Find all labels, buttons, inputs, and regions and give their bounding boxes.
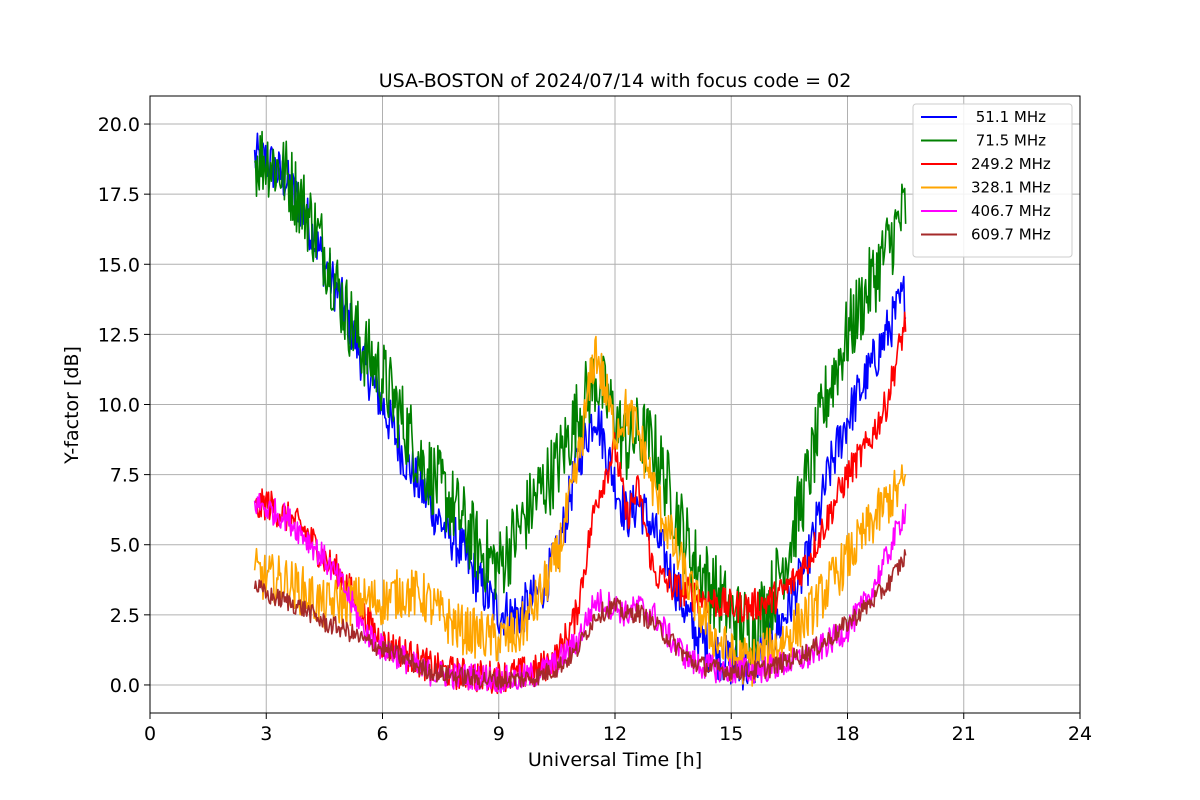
series-layer — [253, 130, 907, 695]
y-tick-label: 12.5 — [98, 324, 140, 346]
x-tick-label: 21 — [952, 723, 976, 745]
series-line — [253, 549, 907, 690]
x-tick-label: 12 — [603, 723, 627, 745]
x-tick-label: 3 — [260, 723, 272, 745]
legend-entry: 249.2 MHz — [971, 155, 1051, 173]
x-tick-label: 6 — [376, 723, 388, 745]
x-tick-label: 15 — [719, 723, 743, 745]
x-tick-label: 9 — [493, 723, 505, 745]
x-tick-label: 0 — [144, 723, 156, 745]
series-line — [253, 335, 907, 687]
x-axis-label: Universal Time [h] — [528, 749, 702, 771]
series-1 — [253, 130, 907, 666]
legend-entry: 71.5 MHz — [971, 132, 1046, 150]
y-tick-label: 10.0 — [98, 395, 140, 417]
legend-entry: 406.7 MHz — [971, 202, 1051, 220]
y-axis: 0.0 2.5 5.0 7.5 10.0 12.5 15.0 17.5 20.0 — [98, 114, 150, 697]
y-tick-label: 20.0 — [98, 114, 140, 136]
y-tick-label: 7.5 — [110, 465, 140, 487]
legend-entry: 51.1 MHz — [971, 108, 1046, 126]
y-tick-label: 5.0 — [110, 535, 140, 557]
legend-entry: 609.7 MHz — [971, 226, 1051, 244]
legend-entry: 328.1 MHz — [971, 179, 1051, 197]
y-axis-label: Y-factor [dB] — [61, 346, 83, 465]
series-3 — [253, 335, 907, 687]
x-tick-label: 24 — [1068, 723, 1092, 745]
y-tick-label: 15.0 — [98, 254, 140, 276]
y-tick-label: 0.0 — [110, 675, 140, 697]
y-tick-label: 2.5 — [110, 605, 140, 627]
series-5 — [253, 549, 907, 690]
legend-box — [912, 103, 1073, 258]
legend: 51.1 MHz 71.5 MHz 249.2 MHz 328.1 MHz 406.7… — [912, 103, 1073, 258]
series-line — [253, 130, 907, 666]
chart-title: USA-BOSTON of 2024/07/14 with focus code… — [379, 70, 852, 92]
x-tick-label: 18 — [835, 723, 859, 745]
y-tick-label: 17.5 — [98, 184, 140, 206]
x-axis: 0 3 6 9 12 15 18 21 24 — [144, 713, 1092, 745]
